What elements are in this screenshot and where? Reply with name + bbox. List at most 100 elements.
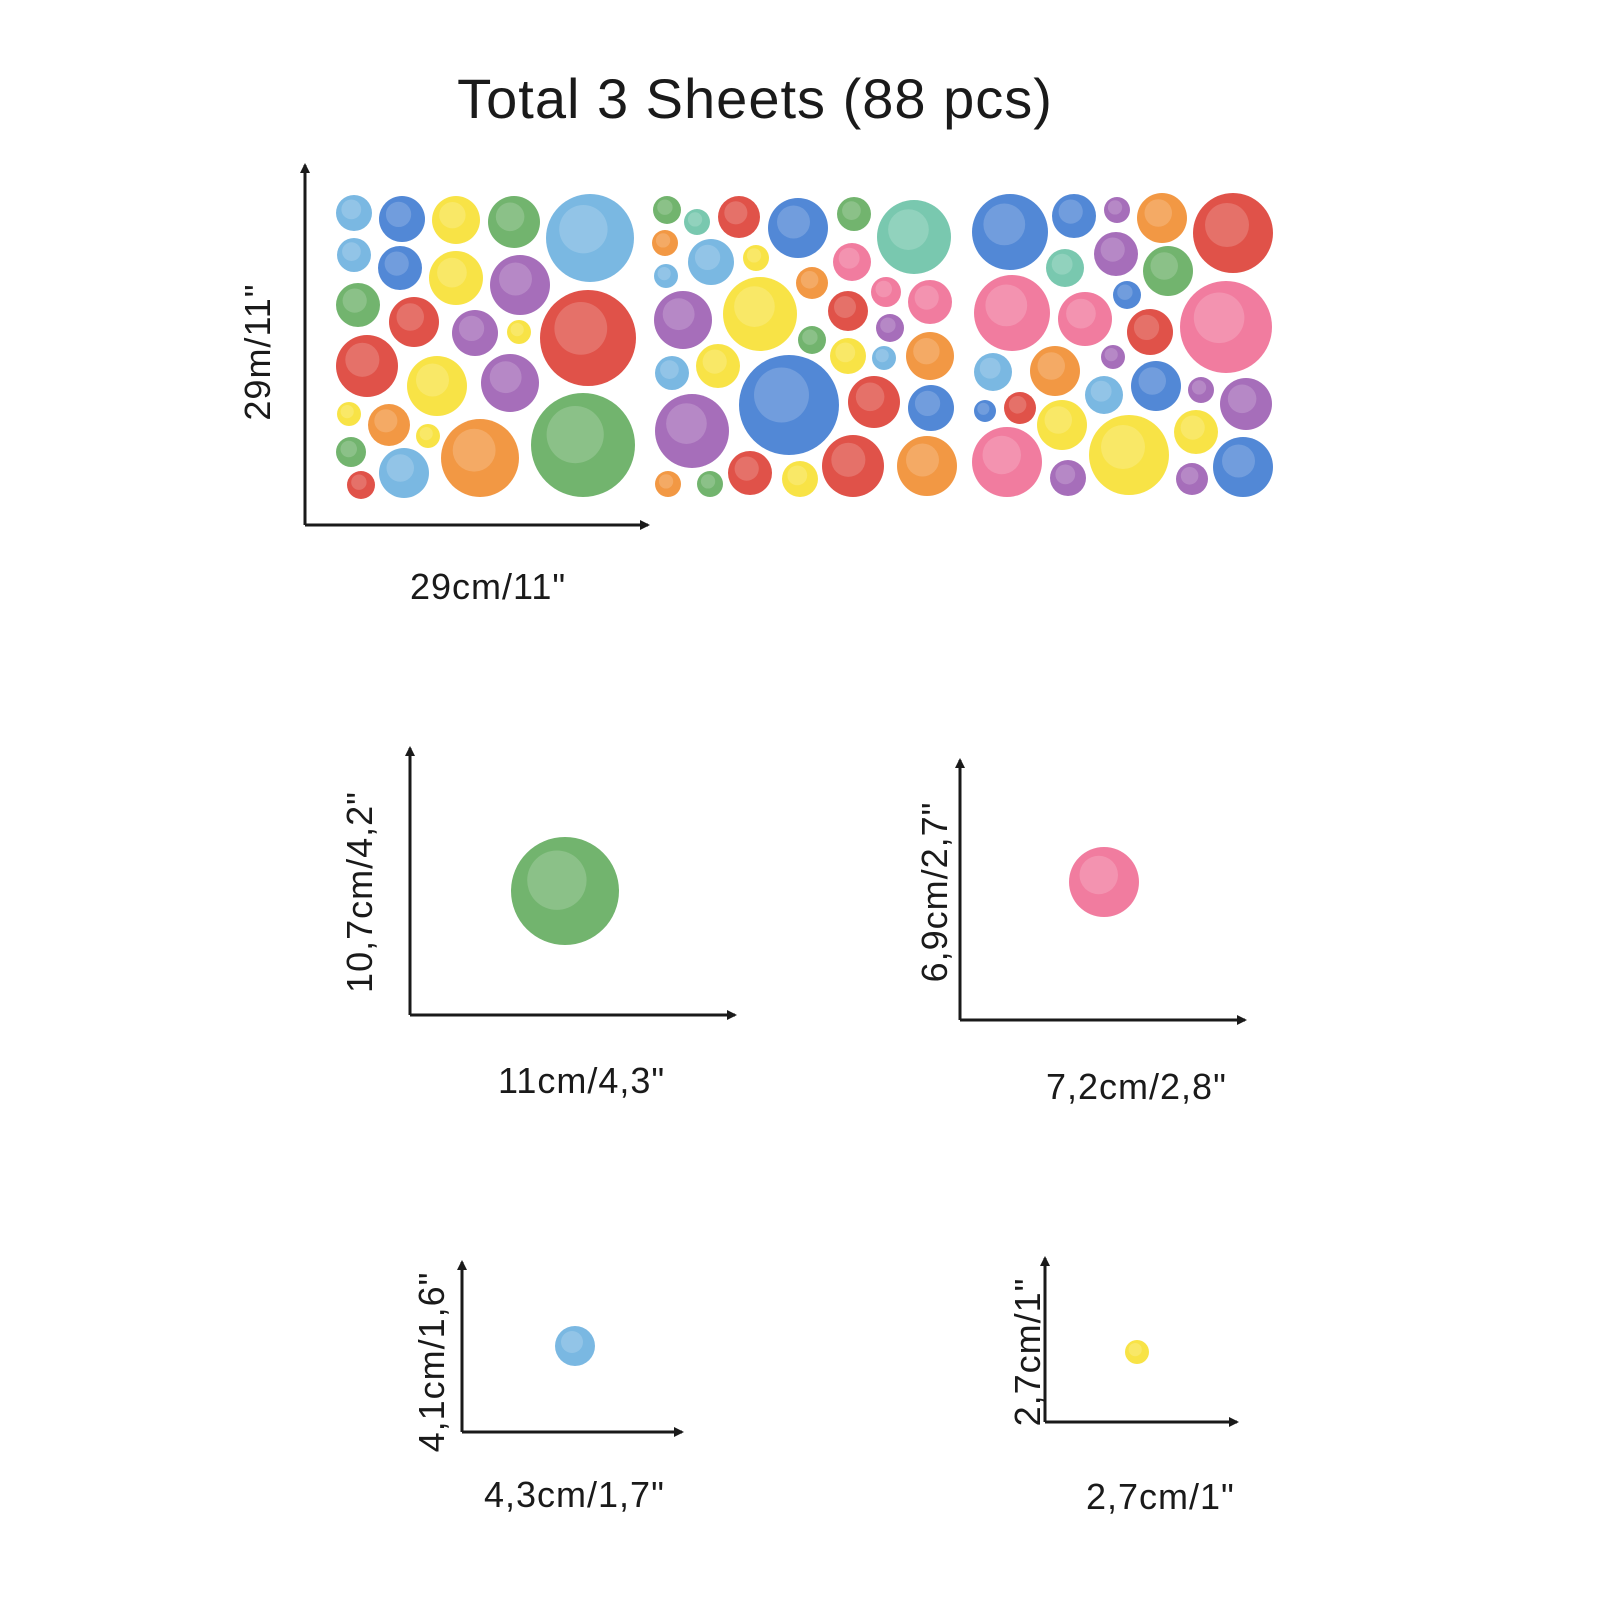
sticker-dot [507, 320, 531, 344]
sticker-dot [1180, 281, 1272, 373]
sticker-dot-highlight [1180, 415, 1205, 440]
sticker-dot-highlight [1044, 406, 1072, 434]
blue-dot-height-label: 4,1cm/1,6" [411, 1271, 452, 1453]
sticker-dot [1143, 246, 1193, 296]
sticker-dot-highlight [687, 212, 703, 227]
sticker-dot-highlight [416, 363, 449, 397]
sticker-dot-highlight [777, 205, 810, 239]
sticker-dot-highlight [734, 286, 775, 327]
sticker-dot [1193, 193, 1273, 273]
sticker-dot-highlight [1104, 348, 1118, 362]
sticker-dot-highlight [1193, 292, 1245, 344]
sticker-dot [654, 291, 712, 349]
blue-sample-dot [555, 1326, 595, 1366]
sticker-dot-highlight [1191, 380, 1207, 395]
sticker-dot [743, 245, 769, 271]
sticker-dot [871, 277, 901, 307]
sticker-dot [368, 404, 410, 446]
sticker-dot [416, 424, 440, 448]
sticker-dot [336, 195, 372, 231]
sticker-dot-highlight [835, 342, 856, 363]
sticker-dot [1113, 281, 1141, 309]
sticker-dot-highlight [734, 456, 759, 481]
sticker-dot-highlight [657, 267, 671, 281]
sheet-height-label: 29m/11" [237, 283, 278, 421]
sticker-dot [1131, 361, 1181, 411]
sticker-dot [1050, 460, 1086, 496]
red-dot-width-label: 7,2cm/2,8" [1046, 1066, 1227, 1107]
sticker-dot-highlight [655, 233, 671, 248]
sticker-dot [833, 243, 871, 281]
sticker-dot [876, 314, 904, 342]
sticker-dot-highlight [700, 474, 716, 489]
page-title: Total 3 Sheets (88 pcs) [457, 67, 1053, 130]
sheet-width-label: 29cm/11" [410, 566, 567, 607]
sticker-dot-highlight [439, 202, 466, 229]
sticker-dot-highlight [1138, 367, 1166, 395]
sticker-dot-highlight [983, 203, 1026, 246]
blue-dot-width-label: 4,3cm/1,7" [484, 1474, 665, 1515]
sticker-dot-highlight [510, 323, 524, 337]
sticker-dot [379, 196, 425, 242]
sticker-dot-highlight [1101, 425, 1145, 469]
sticker-dot-highlight [834, 296, 856, 318]
sticker-dot [1104, 197, 1130, 223]
sticker-dot-highlight [855, 382, 885, 412]
yellow-sample-dot [1125, 1340, 1149, 1364]
sticker-dot-highlight [982, 435, 1021, 475]
sticker-dot-highlight [1058, 199, 1083, 224]
sticker-dot [652, 230, 678, 256]
sticker-dot [336, 283, 380, 327]
sticker-dot [1101, 345, 1125, 369]
sticker-dot [540, 290, 636, 386]
sticker-dot [1137, 193, 1187, 243]
sticker-dot-highlight [906, 443, 939, 477]
green-dot-height-label: 10,7cm/4,2" [339, 791, 380, 993]
sticker-dot-highlight [1133, 314, 1160, 341]
sticker-dot-highlight [527, 850, 587, 910]
sticker-dot-highlight [880, 317, 896, 333]
sticker-dot-highlight [437, 257, 467, 288]
sticker-dot-highlight [1117, 284, 1133, 300]
sticker-dot-highlight [875, 280, 892, 298]
sticker-dot-highlight [342, 288, 367, 313]
sticker-dot-highlight [1205, 203, 1249, 247]
sticker-dot-highlight [419, 427, 433, 441]
sticker-dot [696, 344, 740, 388]
sticker-dot-highlight [977, 402, 990, 415]
sticker-dot [546, 194, 634, 282]
sticker-dot-highlight [702, 349, 727, 374]
sticker-dot-highlight [985, 284, 1028, 327]
sticker-dot-highlight [1037, 352, 1065, 380]
sticker-dot [723, 277, 797, 351]
sticker-dot-highlight [1128, 1343, 1142, 1357]
sticker-dot-highlight [746, 248, 762, 263]
sticker-dot [1030, 346, 1080, 396]
sticker-dot-highlight [724, 201, 748, 225]
sticker-dot [688, 239, 734, 285]
sticker-dot-highlight [385, 201, 412, 228]
sticker-dot-highlight [838, 247, 860, 269]
sticker-dot [848, 376, 900, 428]
sticker-dot-highlight [1100, 237, 1125, 262]
green-dot-width-label: 11cm/4,3" [498, 1060, 666, 1101]
sticker-dot [830, 338, 866, 374]
sticker-dot [974, 353, 1012, 391]
sticker-dot [1037, 400, 1087, 450]
sticker-dot [877, 200, 951, 274]
sticker-dot-highlight [666, 403, 707, 444]
sticker-dot [653, 196, 681, 224]
sticker-dot-highlight [489, 361, 522, 394]
sticker-dot-highlight [559, 205, 608, 254]
sticker-dot [1176, 463, 1208, 495]
sticker-dot [1085, 376, 1123, 414]
sticker-dot [697, 471, 723, 497]
sticker-dot [872, 346, 896, 370]
sticker-dot-highlight [658, 474, 674, 489]
sticker-dot [655, 394, 729, 468]
sticker-dot-highlight [787, 465, 808, 486]
sticker-dot [718, 196, 760, 238]
sticker-dot [1127, 309, 1173, 355]
sticker-dot-highlight [1227, 384, 1257, 414]
sticker-dot-highlight [1008, 396, 1027, 414]
